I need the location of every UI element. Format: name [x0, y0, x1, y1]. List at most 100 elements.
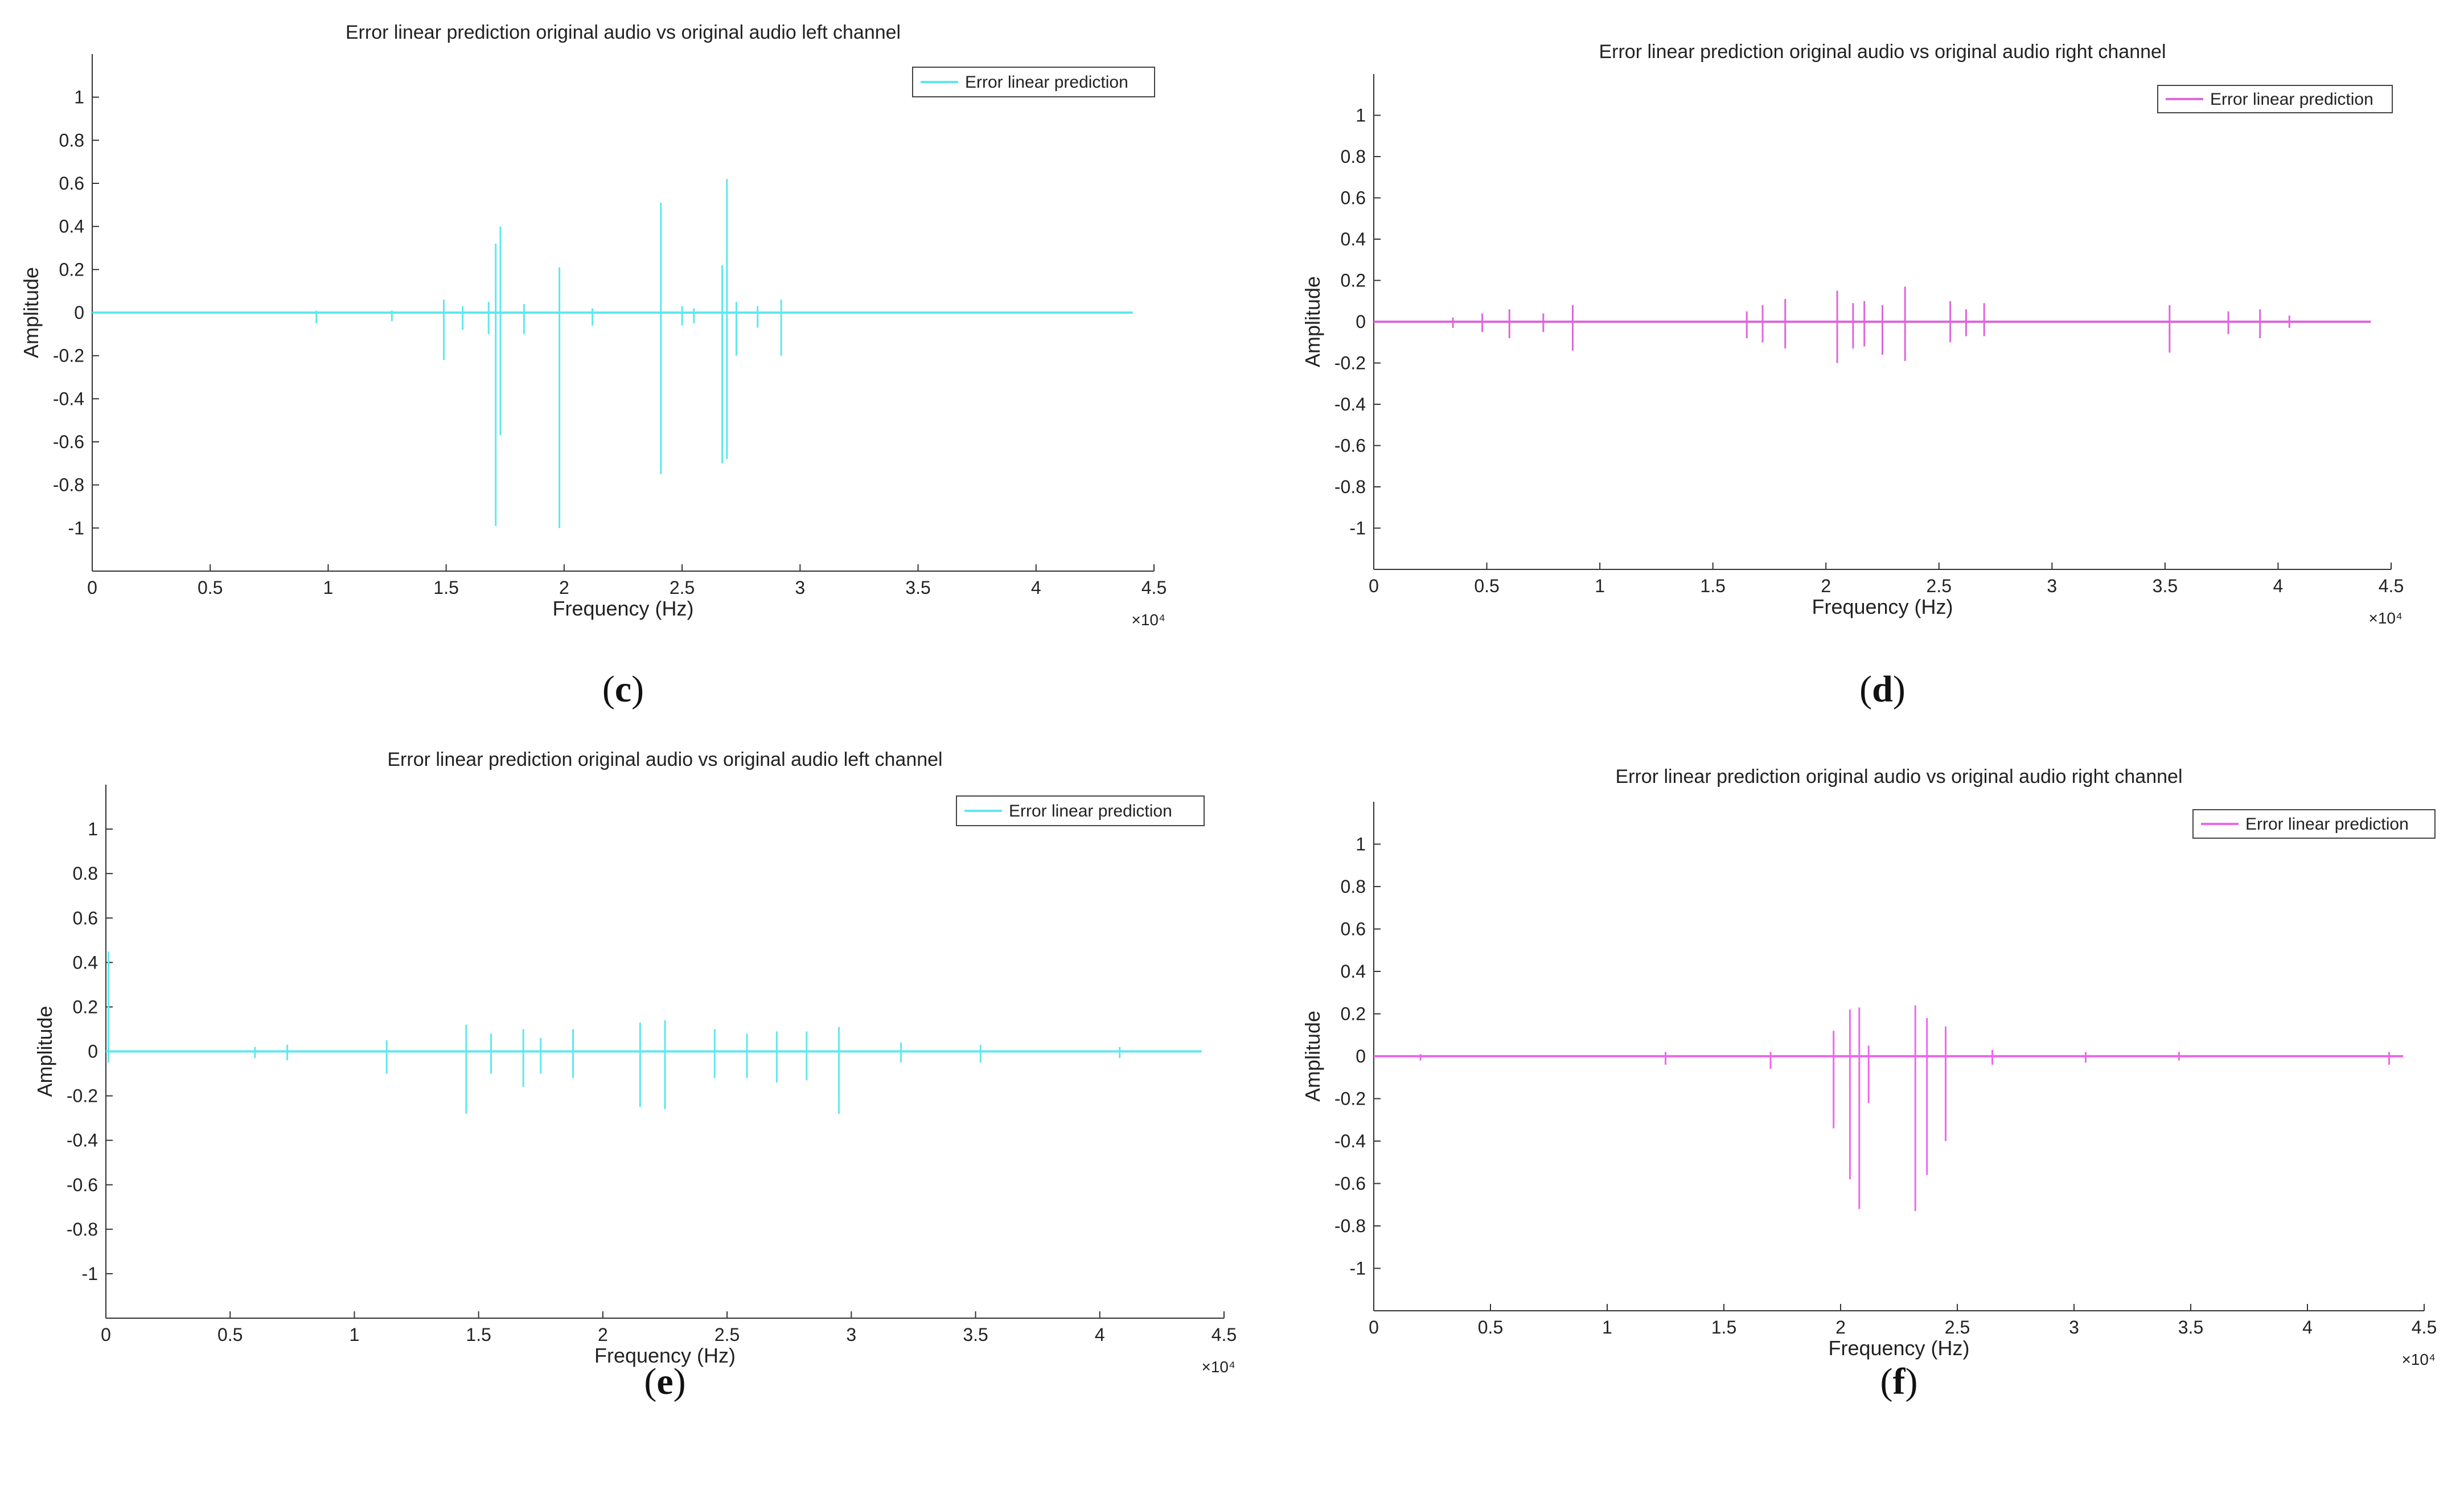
legend-label: Error linear prediction — [1009, 802, 1172, 821]
caption-open-paren: ( — [1859, 668, 1872, 710]
caption-close-paren: ) — [631, 668, 644, 710]
x-tick-label: 2 — [1821, 576, 1831, 596]
y-tick-label: 1 — [1356, 105, 1366, 126]
y-tick-label: -0.4 — [53, 388, 84, 409]
legend-label: Error linear prediction — [965, 73, 1128, 92]
y-tick-label: -1 — [68, 518, 84, 538]
x-tick-label: 4 — [1095, 1324, 1105, 1345]
legend-label: Error linear prediction — [2210, 90, 2373, 109]
caption-close-paren: ) — [674, 1361, 686, 1402]
x-tick-label: 4.5 — [1141, 577, 1167, 598]
y-tick-label: 0.2 — [59, 259, 84, 280]
x-tick-label: 1.5 — [1700, 576, 1725, 596]
chart-title: Error linear prediction original audio v… — [1599, 41, 2166, 63]
y-tick-label: 0 — [74, 302, 84, 323]
caption-letter: f — [1893, 1361, 1906, 1402]
y-tick-label: -1 — [1350, 1258, 1366, 1279]
y-tick-label: 0.4 — [73, 952, 98, 973]
y-tick-label: 0.8 — [1341, 876, 1366, 897]
x-tick-label: 1.5 — [1711, 1317, 1736, 1338]
panel-caption: (e) — [644, 1361, 685, 1402]
x-tick-label: 0.5 — [1474, 576, 1499, 596]
legend-box — [912, 67, 1155, 97]
y-tick-label: 0.2 — [1341, 1004, 1366, 1024]
legend-label: Error linear prediction — [2245, 815, 2409, 834]
y-tick-label: -0.4 — [1334, 394, 1366, 415]
x-tick-label: 0.5 — [217, 1324, 243, 1345]
x-tick-label: 4.5 — [1212, 1324, 1237, 1345]
x-axis-label: Frequency (Hz) — [1828, 1336, 1969, 1360]
caption-letter: e — [656, 1361, 673, 1402]
x-tick-label: 2.5 — [670, 577, 695, 598]
y-tick-label: -0.6 — [1334, 1174, 1366, 1194]
x-tick-label: 3 — [795, 577, 805, 598]
y-axis-label: Amplitude — [1301, 1011, 1324, 1102]
x-axis-label: Frequency (Hz) — [594, 1344, 736, 1367]
y-tick-label: 0.8 — [1341, 146, 1366, 167]
x-tick-label: 1.5 — [466, 1324, 491, 1345]
chart-panel-c: Error linear prediction original audio v… — [19, 22, 1167, 710]
x-multiplier-label: ×10⁴ — [1201, 1358, 1235, 1376]
y-tick-label: -0.8 — [67, 1219, 98, 1240]
x-tick-label: 2.5 — [714, 1324, 740, 1345]
x-tick-label: 2 — [1835, 1317, 1846, 1338]
y-tick-label: -0.6 — [53, 432, 84, 452]
caption-open-paren: ( — [602, 668, 615, 710]
x-tick-label: 4 — [1031, 577, 1041, 598]
y-tick-label: 0.4 — [1341, 961, 1366, 982]
x-tick-label: 3 — [2047, 576, 2057, 596]
y-tick-label: 0.8 — [59, 130, 84, 150]
y-tick-label: 0.2 — [1341, 270, 1366, 291]
chart-title: Error linear prediction original audio v… — [1615, 766, 2182, 787]
y-tick-label: -1 — [82, 1264, 98, 1284]
panel-caption: (d) — [1859, 668, 1906, 710]
x-multiplier-label: ×10⁴ — [1131, 611, 1165, 629]
panel-caption: (f) — [1880, 1361, 1918, 1402]
y-axis-label: Amplitude — [19, 267, 43, 358]
x-tick-label: 1 — [323, 577, 334, 598]
caption-close-paren: ) — [1905, 1361, 1917, 1402]
y-tick-label: 0.4 — [1341, 229, 1366, 249]
chart-title: Error linear prediction original audio v… — [346, 22, 901, 43]
y-tick-label: 0 — [1356, 1046, 1366, 1066]
x-tick-label: 2 — [559, 577, 569, 598]
y-tick-label: -0.8 — [1334, 477, 1366, 497]
x-tick-label: 3.5 — [963, 1324, 988, 1345]
x-tick-label: 4.5 — [2412, 1317, 2437, 1338]
x-tick-label: 4 — [2273, 576, 2284, 596]
x-tick-label: 3.5 — [2178, 1317, 2203, 1338]
x-tick-label: 0.5 — [198, 577, 223, 598]
y-tick-label: 0 — [1356, 311, 1366, 332]
y-tick-label: 0.6 — [73, 908, 98, 928]
chart-title: Error linear prediction original audio v… — [387, 749, 942, 770]
caption-open-paren: ( — [1880, 1361, 1893, 1402]
y-tick-label: -0.4 — [67, 1130, 98, 1151]
y-tick-label: -0.2 — [53, 346, 84, 366]
y-tick-label: 0.2 — [73, 996, 98, 1017]
x-tick-label: 1 — [1602, 1317, 1612, 1338]
caption-letter: c — [615, 668, 631, 710]
y-tick-label: 0.4 — [59, 216, 84, 237]
caption-letter: d — [1872, 668, 1893, 710]
chart-panel-d: Error linear prediction original audio v… — [1301, 41, 2404, 710]
x-tick-label: 4 — [2302, 1317, 2313, 1338]
x-axis-label: Frequency (Hz) — [552, 597, 693, 620]
y-tick-label: -1 — [1350, 518, 1366, 539]
y-tick-label: -0.8 — [1334, 1216, 1366, 1236]
x-tick-label: 3 — [846, 1324, 856, 1345]
y-tick-label: 0.6 — [1341, 188, 1366, 208]
x-tick-label: 1.5 — [433, 577, 458, 598]
y-tick-label: 1 — [74, 87, 84, 108]
x-tick-label: 2.5 — [1945, 1317, 1970, 1338]
x-tick-label: 3.5 — [2153, 576, 2178, 596]
x-multiplier-label: ×10⁴ — [2368, 609, 2403, 627]
y-tick-label: -0.8 — [53, 475, 84, 495]
x-tick-label: 1 — [1595, 576, 1605, 596]
y-tick-label: 0.8 — [73, 863, 98, 884]
x-multiplier-label: ×10⁴ — [2401, 1351, 2436, 1368]
x-axis-label: Frequency (Hz) — [1812, 595, 1953, 618]
y-tick-label: -0.6 — [67, 1175, 98, 1195]
x-tick-label: 0 — [87, 577, 97, 598]
y-tick-label: 0 — [88, 1041, 98, 1062]
